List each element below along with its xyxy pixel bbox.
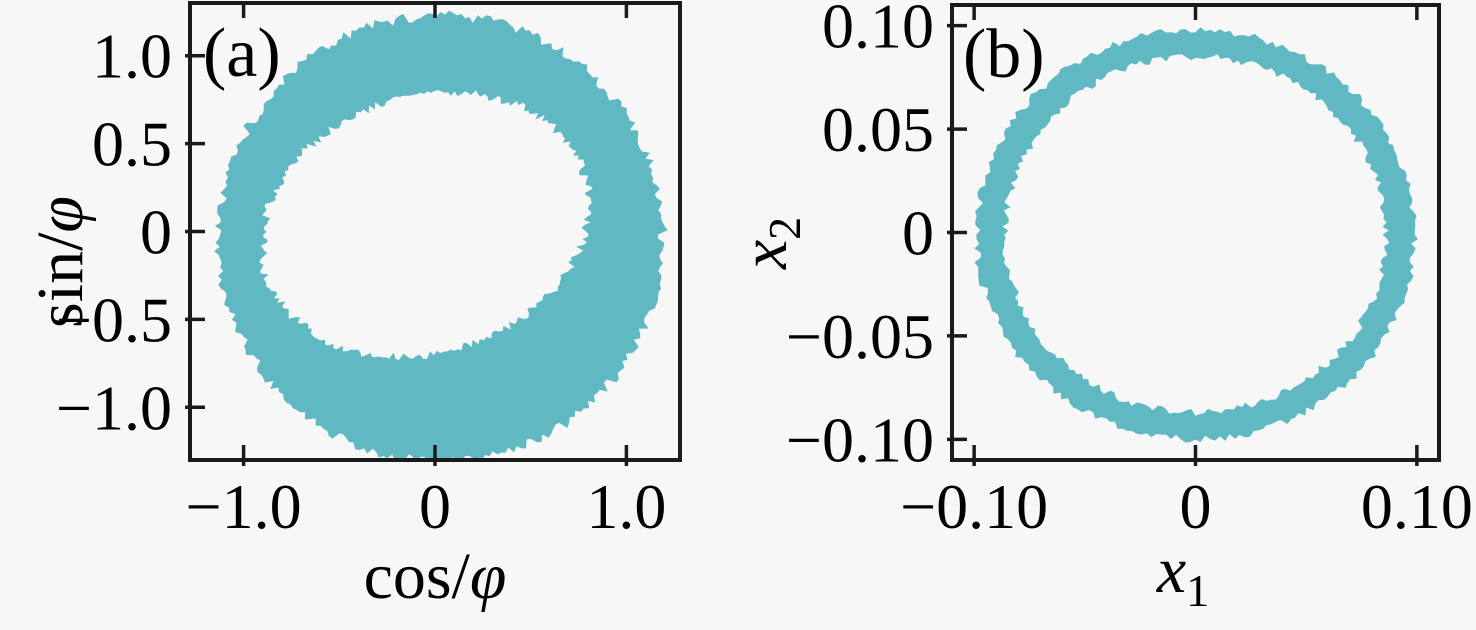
panel-a-x-axis-label: cos/φ — [364, 540, 507, 613]
y-tick-label: −0.05 — [786, 301, 934, 372]
attractor-annulus-region — [214, 10, 668, 460]
panel-a-tag: (a) — [203, 15, 281, 92]
panel-b: −0.10 0 0.10 0.10 0.05 0 −0.05 −0.10 (b) x1 x2 — [728, 0, 1473, 616]
x-tick-label: −1.0 — [186, 471, 302, 542]
panel-b-y-tick-labels: 0.10 0.05 0 −0.05 −0.10 — [786, 0, 934, 475]
panel-b-x-axis-label: x1 — [1156, 534, 1209, 616]
y-tick-label: 0.05 — [822, 94, 934, 165]
panel-a-axes-frame — [188, 1, 682, 462]
x-tick-label: 0 — [1180, 471, 1212, 542]
panel-a: −1.0 0 1.0 1.0 0.5 0 −0.5 −1.0 (a) cos/φ sin/φ — [24, 1, 682, 613]
x-tick-label: −0.10 — [900, 471, 1048, 542]
panel-a-y-axis-label: sin/φ — [24, 196, 97, 328]
panel-a-y-tick-labels: 1.0 0.5 0 −0.5 −1.0 — [56, 21, 172, 444]
y-tick-label: 0.5 — [92, 109, 172, 180]
y-tick-label: 0 — [902, 198, 934, 269]
x-tick-label: 0 — [419, 471, 451, 542]
y-tick-label: −1.0 — [56, 372, 172, 443]
y-tick-label: −0.5 — [56, 284, 172, 355]
y-tick-label: 0.10 — [822, 0, 934, 62]
y-tick-label: 1.0 — [92, 21, 172, 92]
panel-b-axes-frame — [950, 3, 1441, 462]
panel-a-x-tick-labels: −1.0 0 1.0 — [186, 471, 667, 542]
panel-b-x-tick-labels: −0.10 0 0.10 — [900, 471, 1473, 542]
panel-b-tag: (b) — [963, 16, 1045, 93]
y-tick-label: 0 — [140, 197, 172, 268]
y-tick-label: −0.10 — [786, 404, 934, 475]
panel-b-y-axis-label: x2 — [728, 217, 810, 270]
x-tick-label: 1.0 — [586, 471, 666, 542]
x-tick-label: 0.10 — [1361, 471, 1473, 542]
